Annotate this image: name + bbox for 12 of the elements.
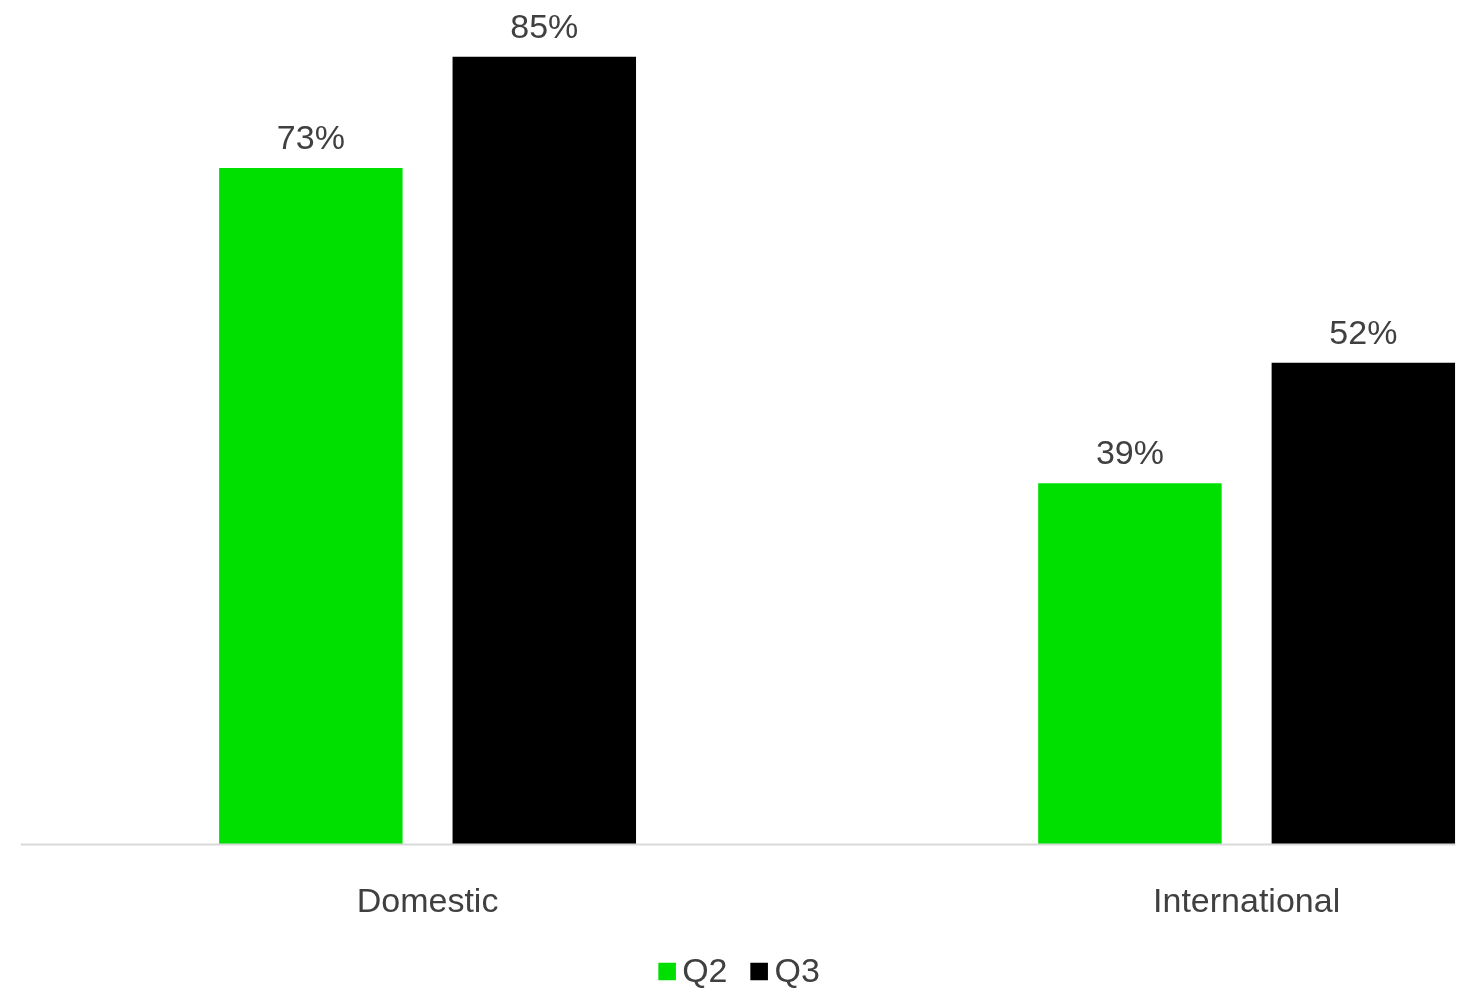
bar — [1038, 483, 1222, 845]
x-tick-label: International — [1153, 880, 1341, 919]
bar — [219, 167, 403, 845]
x-tick-label: Domestic — [356, 880, 499, 919]
data-label: 39% — [1095, 433, 1164, 472]
bar — [452, 56, 637, 845]
data-label: 52% — [1329, 312, 1398, 351]
legend-label: Q2 — [682, 951, 728, 990]
legend-label: Q3 — [774, 951, 820, 990]
data-label: 85% — [510, 6, 579, 45]
data-label: 73% — [276, 117, 345, 156]
bar — [1271, 362, 1456, 845]
